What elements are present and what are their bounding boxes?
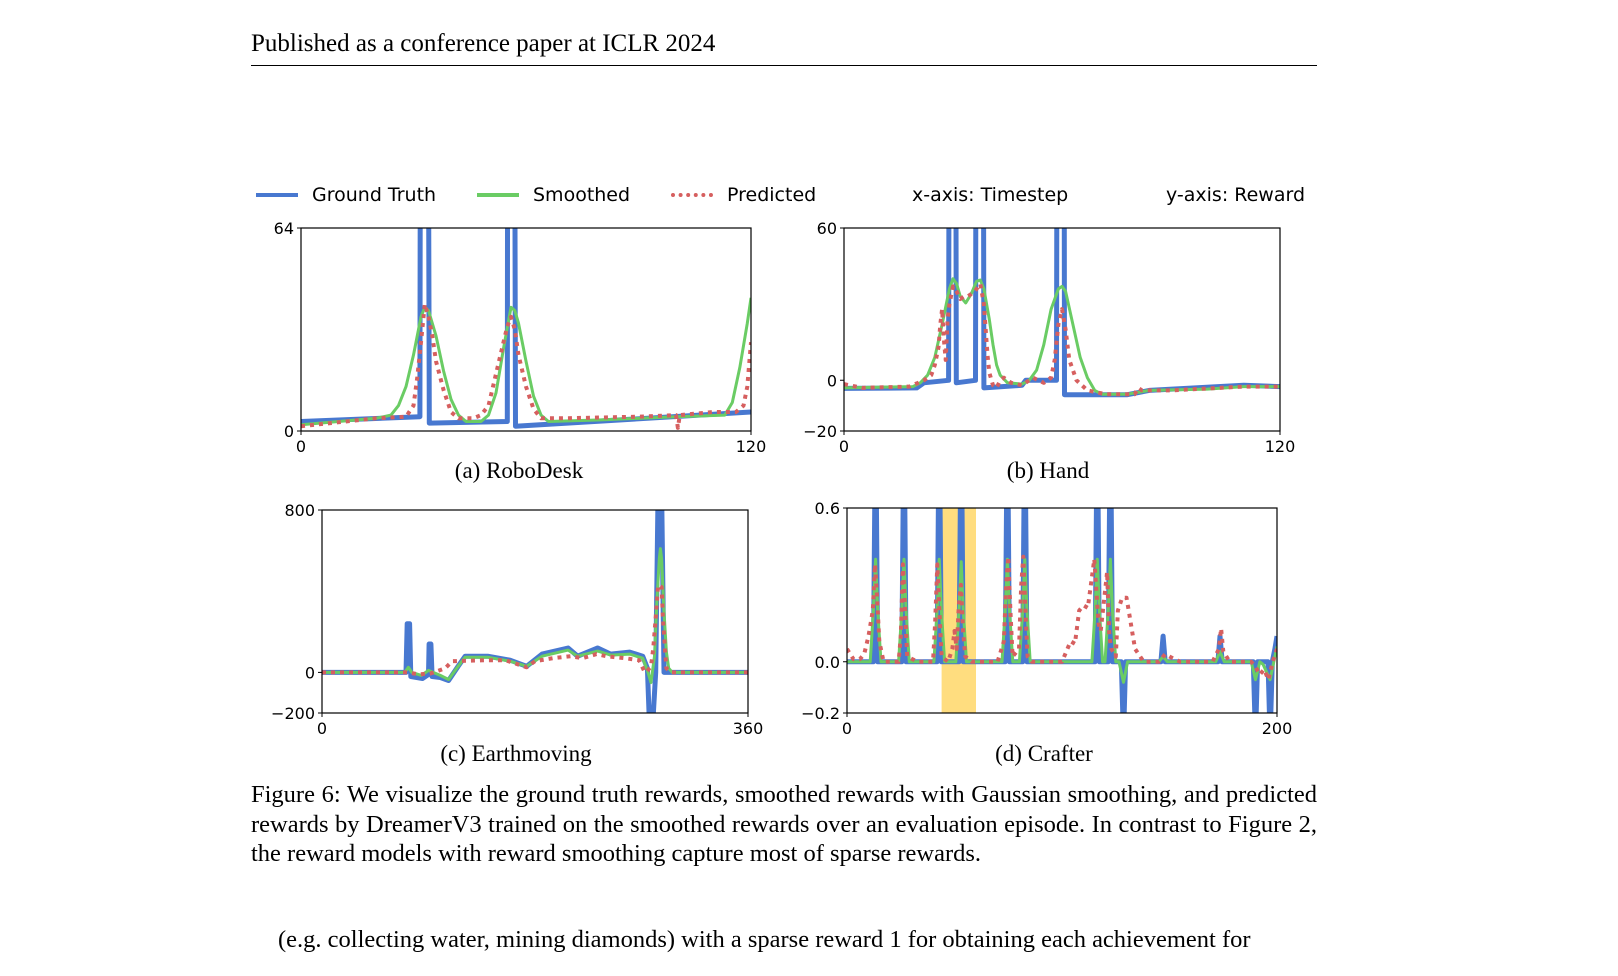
legend-smoothed: Smoothed	[477, 184, 630, 206]
subcaption-hand: (b) Hand	[1006, 458, 1090, 483]
legend-y-axis-note: y-axis: Reward	[1166, 184, 1306, 206]
x-tick-label: 200	[1262, 719, 1293, 738]
x-tick-label: 120	[736, 437, 767, 456]
y-tick-label: 0.6	[815, 499, 840, 518]
y-tick-label: 0	[305, 663, 315, 682]
series-ground-truth	[301, 228, 751, 429]
legend: Ground Truth Smoothed Predicted x-axis: …	[256, 184, 1316, 212]
y-tick-label: −0.2	[801, 704, 840, 723]
x-tick-label: 0	[839, 437, 849, 456]
legend-swatch-predicted	[671, 193, 713, 197]
x-tick-label: 0	[296, 437, 306, 456]
plot-frame	[300, 227, 752, 432]
y-tick-label: 0	[827, 371, 837, 390]
legend-swatch-smoothed	[477, 193, 519, 197]
y-tick-label: 0	[284, 422, 294, 441]
header-rule	[251, 65, 1317, 66]
chart-robodesk: 0 120 0 64	[274, 219, 767, 456]
series-smoothed	[301, 297, 751, 427]
x-tick-label: 0	[842, 719, 852, 738]
subcaption-robodesk: (a) RoboDesk	[454, 458, 584, 483]
chart-crafter: 0 200 −0.2 0.0 0.6	[801, 499, 1293, 738]
plot-frame	[843, 227, 1281, 432]
legend-x-axis-note: x-axis: Timestep	[912, 184, 1069, 206]
series-ground-truth	[847, 508, 1277, 713]
y-tick-label: 0.0	[815, 653, 840, 672]
plot-frame	[846, 507, 1278, 714]
series-predicted	[844, 281, 1280, 397]
y-tick-label: 800	[284, 501, 315, 520]
series-predicted	[301, 302, 751, 430]
body-paragraph: (e.g. collecting water, mining diamonds)…	[278, 926, 1251, 953]
plot-frame	[321, 509, 749, 714]
series-ground-truth	[844, 228, 1280, 398]
legend-ground-truth: Ground Truth	[256, 184, 436, 206]
x-tick-label: 0	[317, 719, 327, 738]
y-tick-label: 60	[817, 219, 837, 238]
legend-label: Smoothed	[533, 184, 631, 206]
x-tick-label: 120	[1265, 437, 1296, 456]
y-tick-label: −20	[803, 422, 837, 441]
running-header: Published as a conference paper at ICLR …	[251, 30, 716, 57]
y-tick-label: −200	[271, 704, 315, 723]
legend-label: Ground Truth	[312, 184, 437, 206]
legend-swatch-ground-truth	[256, 193, 298, 197]
subcaption-earthmoving: (c) Earthmoving	[440, 741, 592, 766]
series-predicted	[322, 583, 748, 677]
legend-predicted: Predicted	[671, 184, 816, 206]
figure-caption: Figure 6: We visualize the ground truth …	[251, 781, 1317, 867]
series-predicted	[847, 554, 1277, 682]
series-ground-truth	[322, 510, 748, 713]
y-tick-label: 64	[274, 219, 294, 238]
x-tick-label: 360	[733, 719, 764, 738]
subcaption-crafter: (d) Crafter	[995, 741, 1093, 766]
legend-label: Predicted	[727, 184, 817, 206]
